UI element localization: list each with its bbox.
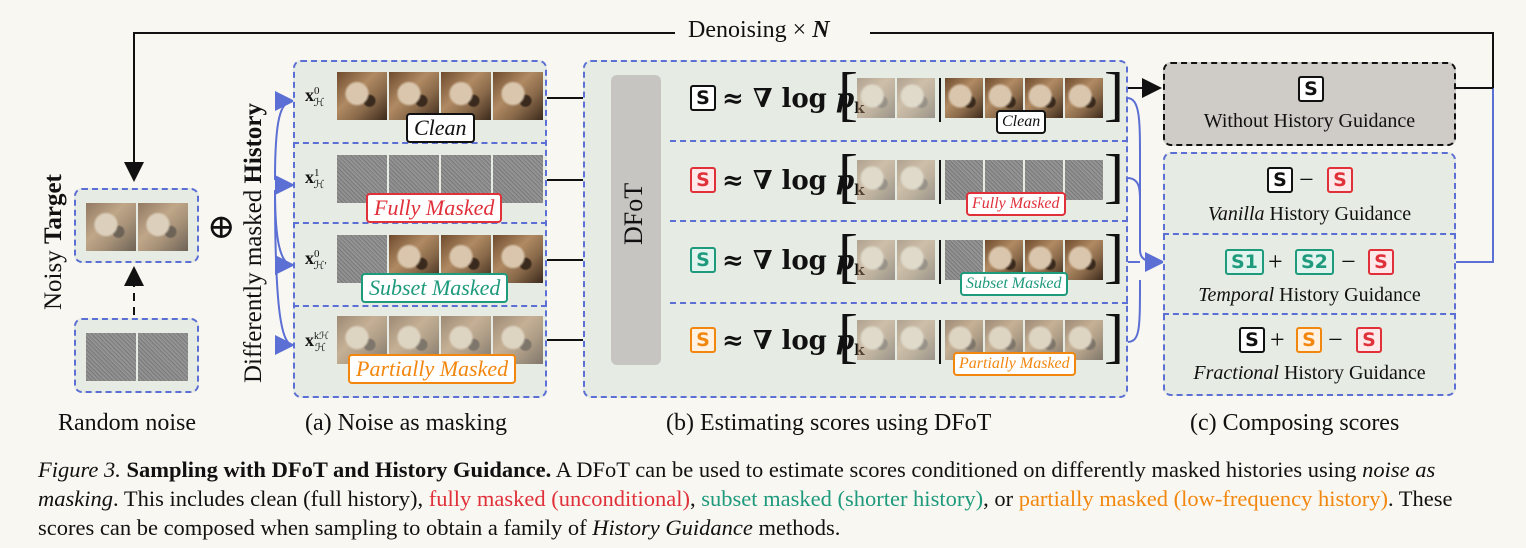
x-label-fully: x1ℋ [305, 167, 325, 191]
score-tag-subset-masked: Subset Masked [960, 272, 1068, 296]
divider [670, 302, 1128, 304]
minus-sign: − [1299, 165, 1314, 194]
panel-a-label: (a) Noise as masking [305, 410, 507, 436]
noisy-target-box [74, 188, 199, 263]
bracket-left: [ [838, 303, 858, 369]
score-equation: ≈ ∇ log pk [722, 326, 865, 360]
tag-partially-masked: Partially Masked [348, 354, 517, 384]
x-label-clean: x0ℋ [305, 85, 325, 109]
without-guidance-box: S Without History Guidance [1163, 62, 1456, 146]
bracket-right: ] [1104, 61, 1124, 127]
noise-frame [138, 333, 188, 381]
score-symbol-orange: S [1296, 327, 1322, 353]
divider [1163, 233, 1456, 235]
target-frame [86, 203, 136, 251]
noisy-target-label: Noisy Target [40, 174, 67, 310]
panel-c [1163, 152, 1456, 396]
divider [670, 140, 1128, 142]
score-clean: S [690, 85, 716, 111]
divider [293, 305, 547, 307]
fractional-guidance-label: Fractional History Guidance [1193, 362, 1426, 384]
random-noise-label: Random noise [58, 410, 196, 436]
score-equation: ≈ ∇ log pk [722, 246, 865, 280]
denoising-label: Denoising × N [688, 17, 830, 43]
score-symbol-red: S [1368, 249, 1394, 275]
x-label-subset: x0ℋ′ [305, 248, 327, 272]
plus-sign: + [1268, 247, 1283, 276]
divider [293, 222, 547, 224]
temporal-guidance-label: Temporal History Guidance [1198, 284, 1421, 306]
bracket-left: [ [838, 223, 858, 289]
score-symbol-red: S [1356, 327, 1382, 353]
x-label-partial: xkℋℋ [305, 330, 329, 354]
figure-caption: Figure 3. Sampling with DFoT and History… [38, 457, 1453, 540]
target-frame [138, 203, 188, 251]
score-symbol-red: S [1327, 167, 1353, 193]
score-symbol: S [1298, 76, 1324, 102]
score-tag-partially-masked: Partially Masked [953, 352, 1076, 376]
score-tag-clean: Clean [996, 110, 1047, 134]
vanilla-guidance-label: Vanilla History Guidance [1207, 203, 1412, 225]
panel-b-label: (b) Estimating scores using DFoT [666, 410, 992, 436]
tag-fully-masked: Fully Masked [366, 193, 503, 223]
score-subset-masked: S [690, 247, 716, 273]
score-frames-clean [857, 78, 1105, 122]
minus-sign: − [1328, 325, 1343, 354]
bracket-left: [ [838, 143, 858, 209]
random-noise-box [74, 318, 199, 393]
score-s2: S2 [1295, 249, 1334, 275]
bracket-left: [ [838, 61, 858, 127]
divider [293, 142, 547, 144]
score-symbol: S [1239, 327, 1265, 353]
dfot-block: DFoT [611, 75, 661, 365]
tag-clean: Clean [406, 113, 475, 143]
tag-subset-masked: Subset Masked [361, 273, 509, 303]
bracket-right: ] [1104, 143, 1124, 209]
without-guidance-label: Without History Guidance [1203, 110, 1416, 132]
divider [1163, 313, 1456, 315]
history-label: Differently masked History [240, 102, 267, 383]
noise-frame [86, 333, 136, 381]
score-symbol: S [1267, 167, 1293, 193]
oplus-symbol: ⊕ [207, 209, 236, 246]
score-equation: ≈ ∇ log pk [722, 166, 865, 200]
bracket-right: ] [1104, 223, 1124, 289]
minus-sign: − [1341, 247, 1356, 276]
score-tag-fully-masked: Fully Masked [966, 192, 1066, 216]
plus-sign: + [1270, 325, 1285, 354]
divider [670, 220, 1128, 222]
panel-c-label: (c) Composing scores [1190, 410, 1400, 436]
score-fully-masked: S [690, 167, 716, 193]
score-s1: S1 [1225, 249, 1264, 275]
score-partially-masked: S [690, 327, 716, 353]
score-equation: ≈ ∇ log pk [722, 84, 865, 118]
bracket-right: ] [1104, 303, 1124, 369]
clean-frames [337, 72, 545, 120]
